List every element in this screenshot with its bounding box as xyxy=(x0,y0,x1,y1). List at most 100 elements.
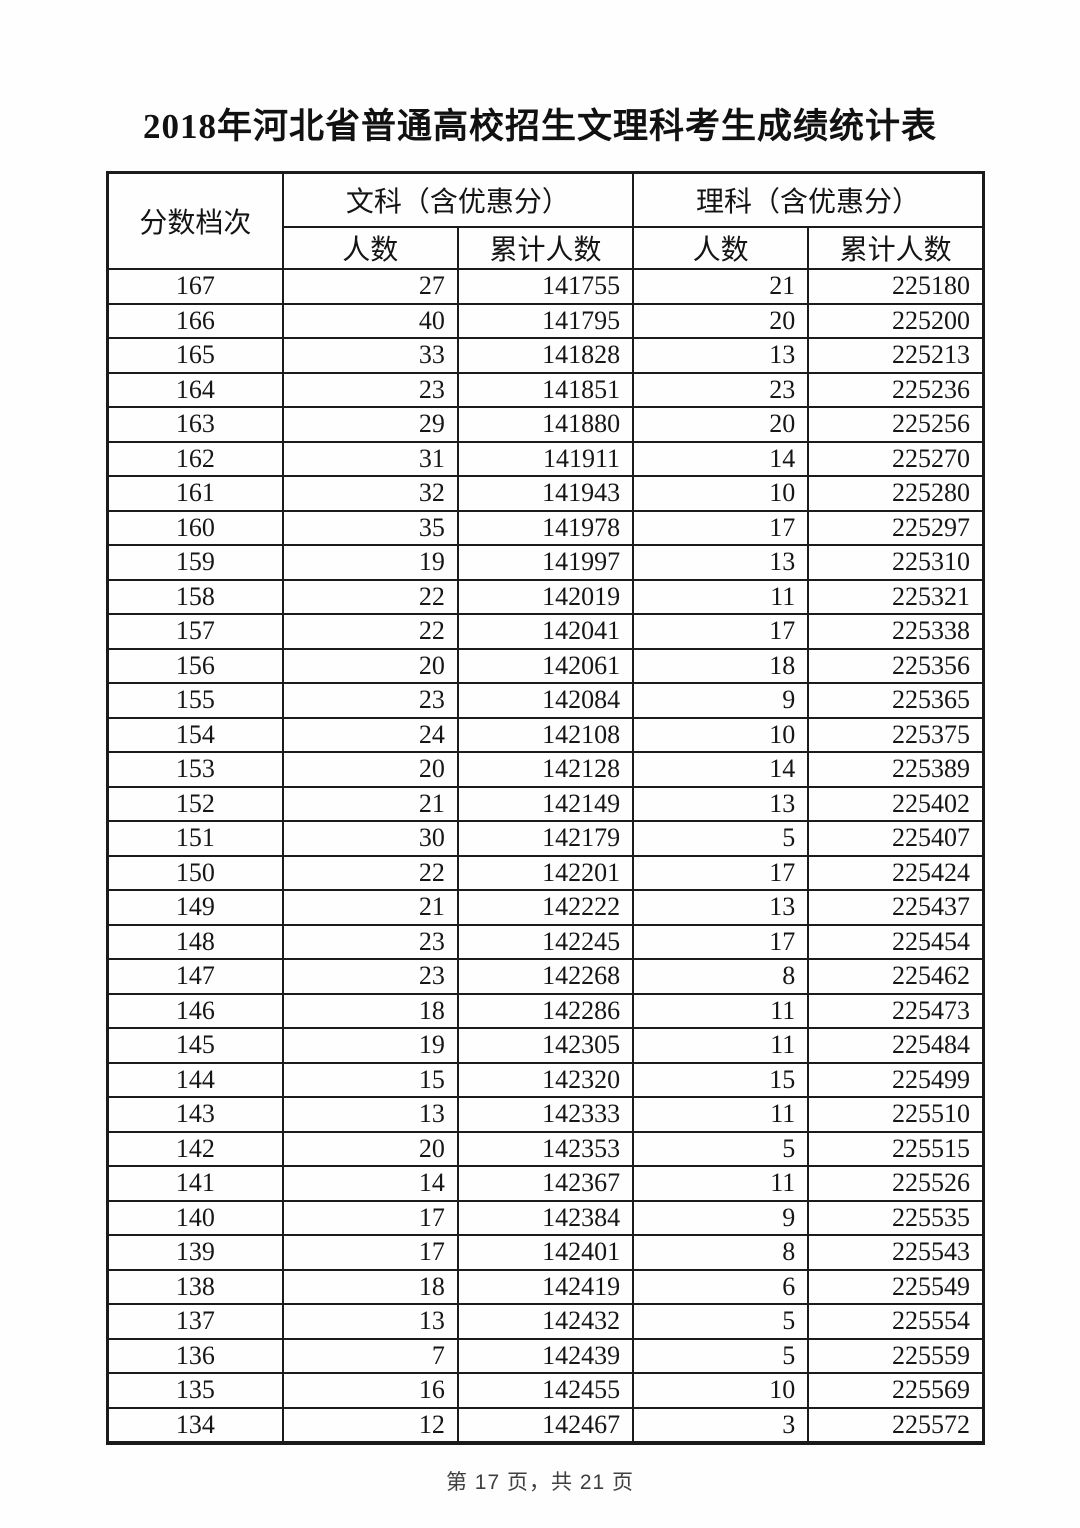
cell-score-band: 154 xyxy=(106,716,284,753)
cell-liberal-cumulative: 142401 xyxy=(456,1234,635,1271)
cell-science-count: 18 xyxy=(632,647,810,684)
cell-score-band: 137 xyxy=(106,1303,284,1340)
cell-liberal-count: 23 xyxy=(281,923,459,960)
cell-liberal-cumulative: 142305 xyxy=(456,1027,635,1064)
cell-science-count: 11 xyxy=(632,578,810,615)
cell-score-band: 164 xyxy=(106,371,284,408)
cell-score-band: 138 xyxy=(106,1268,284,1305)
cell-science-count: 17 xyxy=(632,923,810,960)
header-sub-row: 人数 累计人数 人数 累计人数 xyxy=(108,226,985,270)
cell-liberal-cumulative: 142467 xyxy=(456,1406,635,1444)
cell-liberal-count: 20 xyxy=(281,751,459,788)
cell-science-count: 10 xyxy=(632,475,810,512)
cell-science-count: 8 xyxy=(632,958,810,995)
cell-science-cumulative: 225572 xyxy=(807,1406,985,1444)
cell-liberal-count: 32 xyxy=(281,475,459,512)
cell-science-count: 5 xyxy=(632,820,810,857)
cell-science-cumulative: 225515 xyxy=(807,1130,985,1167)
cell-score-band: 145 xyxy=(106,1027,284,1064)
page-title: 2018年河北省普通高校招生文理科考生成绩统计表 xyxy=(142,107,937,146)
cell-score-band: 148 xyxy=(106,923,284,960)
cell-science-cumulative: 225454 xyxy=(807,923,985,960)
cell-science-cumulative: 225510 xyxy=(807,1096,985,1133)
cell-science-cumulative: 225535 xyxy=(807,1199,985,1236)
cell-score-band: 139 xyxy=(106,1234,284,1271)
cell-science-cumulative: 225280 xyxy=(807,475,985,512)
cell-science-cumulative: 225484 xyxy=(807,1027,985,1064)
table-row: 146 18 142286 11 225473 xyxy=(106,992,985,1029)
table-row: 156 20 142061 18 225356 xyxy=(106,647,985,684)
score-table-body: 167 27 141755 21 225180 166 40 141795 20 225200 16… xyxy=(106,268,985,1444)
cell-science-count: 17 xyxy=(632,613,810,650)
cell-liberal-cumulative: 142286 xyxy=(456,992,635,1029)
cell-liberal-count: 13 xyxy=(281,1096,459,1133)
cell-score-band: 151 xyxy=(106,820,284,857)
cell-science-count: 10 xyxy=(632,716,810,753)
cell-science-cumulative: 225526 xyxy=(807,1165,985,1202)
cell-science-cumulative: 225389 xyxy=(807,751,985,788)
cell-score-band: 135 xyxy=(106,1372,284,1409)
table-row: 137 13 142432 5 225554 xyxy=(106,1303,985,1340)
cell-liberal-count: 19 xyxy=(281,1027,459,1064)
cell-liberal-count: 23 xyxy=(281,371,459,408)
score-table: 分数档次 文科（含优惠分） 理科（含优惠分） 人数 累计人数 人数 累计人数 1… xyxy=(106,171,985,1445)
cell-liberal-count: 27 xyxy=(281,268,459,305)
cell-liberal-cumulative: 142439 xyxy=(456,1337,635,1374)
cell-science-cumulative: 225499 xyxy=(807,1061,985,1098)
cell-science-cumulative: 225402 xyxy=(807,785,985,822)
table-row: 151 30 142179 5 225407 xyxy=(106,820,985,857)
table-row: 138 18 142419 6 225549 xyxy=(106,1268,985,1305)
cell-liberal-count: 16 xyxy=(281,1372,459,1409)
cell-score-band: 153 xyxy=(106,751,284,788)
cell-liberal-count: 20 xyxy=(281,647,459,684)
table-row: 159 19 141997 13 225310 xyxy=(106,544,985,581)
cell-score-band: 143 xyxy=(106,1096,284,1133)
table-row: 160 35 141978 17 225297 xyxy=(106,509,985,546)
cell-liberal-cumulative: 141943 xyxy=(456,475,635,512)
cell-liberal-count: 18 xyxy=(281,1268,459,1305)
cell-science-cumulative: 225297 xyxy=(807,509,985,546)
table-row: 139 17 142401 8 225543 xyxy=(106,1234,985,1271)
cell-science-count: 17 xyxy=(632,509,810,546)
cell-science-count: 11 xyxy=(632,1096,810,1133)
table-row: 136 7 142439 5 225559 xyxy=(106,1337,985,1374)
header-group-liberal-arts: 文科（含优惠分） xyxy=(281,171,635,228)
cell-science-count: 9 xyxy=(632,682,810,719)
table-row: 152 21 142149 13 225402 xyxy=(106,785,985,822)
table-row: 163 29 141880 20 225256 xyxy=(106,406,985,443)
table-row: 148 23 142245 17 225454 xyxy=(106,923,985,960)
cell-score-band: 157 xyxy=(106,613,284,650)
cell-science-cumulative: 225559 xyxy=(807,1337,985,1374)
table-row: 161 32 141943 10 225280 xyxy=(106,475,985,512)
cell-science-cumulative: 225180 xyxy=(807,268,985,305)
cell-liberal-count: 30 xyxy=(281,820,459,857)
cell-science-cumulative: 225213 xyxy=(807,337,985,374)
header-group-science: 理科（含优惠分） xyxy=(632,171,985,228)
cell-science-cumulative: 225569 xyxy=(807,1372,985,1409)
table-row: 134 12 142467 3 225572 xyxy=(106,1406,985,1444)
table-row: 143 13 142333 11 225510 xyxy=(106,1096,985,1133)
cell-liberal-cumulative: 141997 xyxy=(456,544,635,581)
cell-science-count: 13 xyxy=(632,785,810,822)
cell-score-band: 155 xyxy=(106,682,284,719)
cell-liberal-count: 24 xyxy=(281,716,459,753)
cell-liberal-count: 33 xyxy=(281,337,459,374)
cell-science-count: 13 xyxy=(632,337,810,374)
cell-science-cumulative: 225424 xyxy=(807,854,985,891)
cell-science-cumulative: 225200 xyxy=(807,302,985,339)
cell-liberal-cumulative: 142201 xyxy=(456,854,635,891)
cell-science-cumulative: 225543 xyxy=(807,1234,985,1271)
cell-liberal-count: 22 xyxy=(281,613,459,650)
table-row: 144 15 142320 15 225499 xyxy=(106,1061,985,1098)
cell-science-count: 20 xyxy=(632,302,810,339)
cell-liberal-count: 23 xyxy=(281,958,459,995)
table-row: 166 40 141795 20 225200 xyxy=(106,302,985,339)
cell-score-band: 152 xyxy=(106,785,284,822)
cell-liberal-count: 7 xyxy=(281,1337,459,1374)
cell-liberal-cumulative: 141851 xyxy=(456,371,635,408)
cell-liberal-count: 14 xyxy=(281,1165,459,1202)
cell-liberal-count: 23 xyxy=(281,682,459,719)
header-science-cumulative: 累计人数 xyxy=(807,226,985,270)
table-row: 153 20 142128 14 225389 xyxy=(106,751,985,788)
